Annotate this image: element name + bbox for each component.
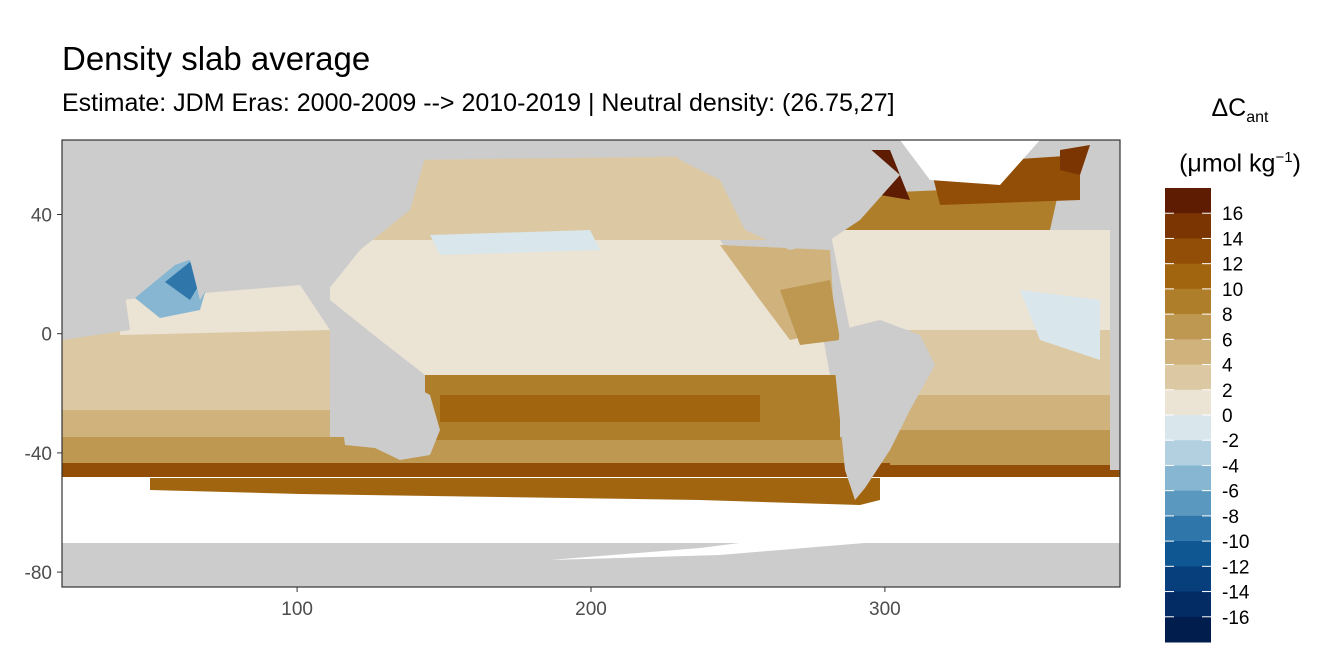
legend-swatch-0: [1165, 188, 1211, 214]
ocean-patch-south-atlantic: [890, 430, 1120, 465]
y-tick-label-2: -40: [25, 444, 52, 465]
x-axis: 100 200 300: [281, 587, 901, 620]
y-tick-label-0: 40: [31, 206, 52, 227]
legend-label-8: 0: [1222, 406, 1233, 427]
legend-label-11: -6: [1222, 482, 1239, 503]
legend-label-5: 6: [1222, 330, 1233, 351]
land-africa-east: [62, 140, 130, 340]
ocean-patch-south-pacific-core: [440, 395, 760, 422]
legend-label-1: 14: [1222, 229, 1244, 250]
legend-swatch-10: [1165, 440, 1211, 466]
legend-swatch-12: [1165, 490, 1211, 517]
legend-swatch-9: [1165, 415, 1211, 441]
legend-swatch-4: [1165, 288, 1211, 315]
y-tick-label-1: 0: [41, 325, 52, 346]
ocean-patch-atlantic-blue: [1020, 290, 1100, 360]
legend-title-variable: ΔCant: [1211, 94, 1269, 126]
legend-label-6: 4: [1222, 356, 1233, 377]
ocean-band-south-atlantic: [900, 395, 1120, 430]
legend-label-9: -2: [1222, 431, 1239, 452]
legend-swatch-5: [1165, 314, 1211, 340]
chart-title: Density slab average: [62, 40, 371, 77]
nodata-antarctic-shelf: [550, 525, 900, 560]
legend-swatch-15: [1165, 566, 1211, 593]
nodata-greenland-sea: [900, 140, 1040, 185]
y-axis: 40 0 -40 -80: [25, 206, 62, 584]
legend-swatch-6: [1165, 339, 1211, 366]
ocean-band-tropical-pacific: [330, 240, 830, 375]
legend-swatch-1: [1165, 213, 1211, 239]
legend-label-12: -8: [1222, 507, 1239, 528]
chart-subtitle: Estimate: JDM Eras: 2000-2009 --> 2010-2…: [62, 89, 895, 117]
ocean-band-tropical-indian: [62, 330, 330, 410]
land-africa-west: [1110, 140, 1120, 470]
legend-label-16: -16: [1222, 608, 1249, 629]
legend-label-10: -4: [1222, 456, 1239, 477]
legend-label-3: 10: [1222, 280, 1243, 301]
legend-swatch-7: [1165, 364, 1211, 391]
legend-swatch-8: [1165, 389, 1211, 416]
legend-swatch-11: [1165, 465, 1211, 492]
legend-label-4: 8: [1222, 305, 1233, 326]
legend-label-13: -10: [1222, 532, 1249, 553]
land-antarctica: [62, 543, 1120, 587]
ocean-band-southern-front: [62, 463, 1120, 477]
legend-label-0: 16: [1222, 204, 1243, 225]
legend-swatch-16: [1165, 591, 1211, 618]
map-panel: [62, 140, 1120, 587]
legend-swatch-13: [1165, 515, 1211, 542]
legend-swatch-14: [1165, 541, 1211, 567]
ocean-band-south-pacific-lower: [150, 478, 880, 505]
ocean-band-north-pacific: [360, 155, 820, 240]
legend-label-15: -14: [1222, 583, 1250, 604]
y-tick-label-3: -80: [25, 563, 52, 584]
ocean-patch-north-pacific-blue: [430, 230, 600, 255]
land-eurasia: [120, 140, 430, 300]
legend-label-14: -12: [1222, 557, 1249, 578]
legend-swatch-2: [1165, 238, 1211, 265]
x-tick-label-2: 300: [869, 599, 901, 620]
legend-swatch-3: [1165, 263, 1211, 290]
land-australia: [340, 378, 440, 460]
legend-label-7: 2: [1222, 381, 1233, 402]
legend-swatch-17: [1165, 616, 1211, 643]
ocean-patch-east-pacific-core: [780, 280, 840, 345]
ocean-patch-nordic: [1060, 145, 1090, 175]
ocean-band-indian-south: [62, 405, 330, 437]
x-tick-label-0: 100: [281, 599, 313, 620]
legend: 16 14 12 10 8 6 4 2 0 -2 -4 -6 -8 -10 -12 -14 -16: [1165, 188, 1250, 643]
legend-label-2: 12: [1222, 255, 1243, 276]
x-tick-label-1: 200: [575, 599, 607, 620]
land-north-america: [660, 140, 900, 250]
legend-title-units: (μmol kg−1): [1179, 149, 1301, 178]
land-south-america: [835, 320, 935, 500]
legend-title: ΔCant (μmol kg−1): [1160, 88, 1320, 183]
